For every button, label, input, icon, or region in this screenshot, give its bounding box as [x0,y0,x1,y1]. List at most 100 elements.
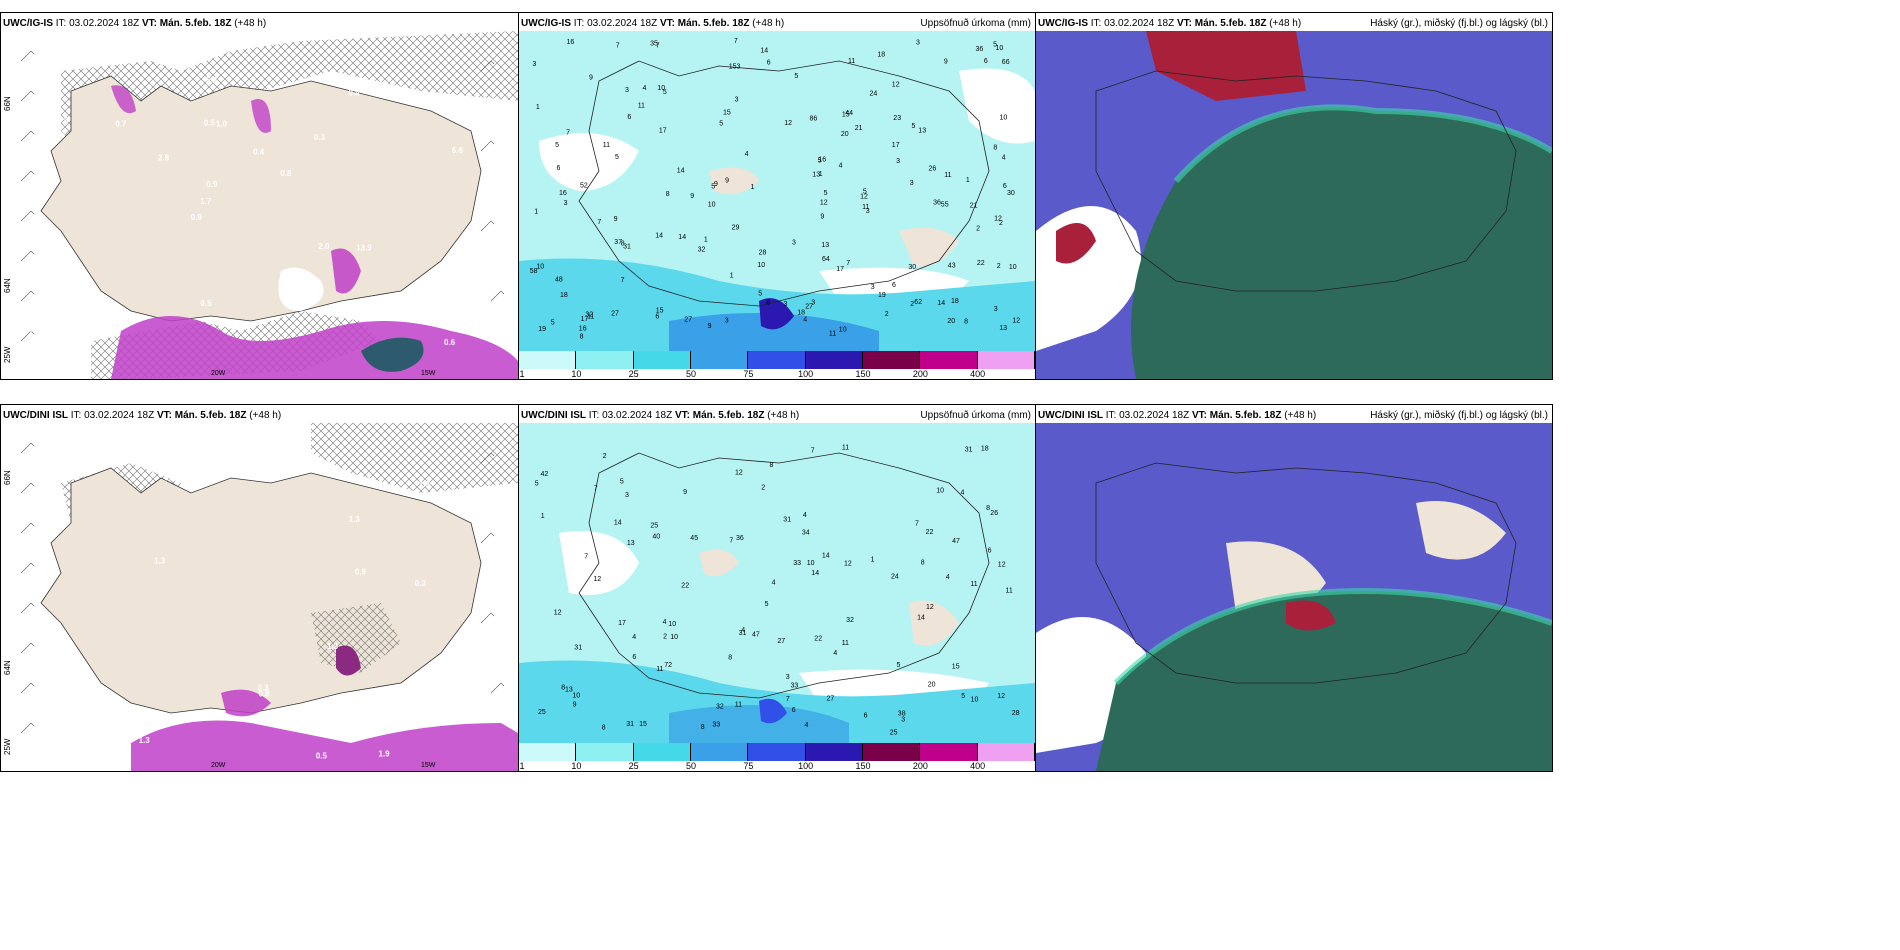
value-label: 16 [567,39,575,46]
precip-magenta [251,99,271,133]
value-label: 86 [810,116,818,123]
value-label: 5 [620,479,624,486]
value-label: 14.9 [53,116,69,125]
colorbar-cell [691,743,749,761]
land-patch [709,167,759,195]
value-label: 6 [767,60,771,67]
value-label: 0.5 [200,299,212,308]
value-label: 15 [723,110,731,117]
value-label: 13.9 [356,244,372,253]
value-label: 9 [589,74,593,81]
lat-label: 25W [3,738,12,755]
value-label: 11 [587,314,594,321]
value-label: 3 [564,200,568,207]
value-label: 10 [708,202,716,209]
value-label: 9 [690,193,694,200]
value-label: 12 [1012,317,1020,324]
value-label: 25 [538,709,546,716]
value-label: 14 [678,234,686,241]
value-label: 18 [560,292,568,299]
lat-label: 66N [3,96,12,111]
value-label: 24 [891,574,899,581]
value-label: 31 [783,516,791,523]
value-label: 21 [855,125,863,132]
value-label: 27 [684,317,692,324]
value-label: 10 [668,621,676,628]
value-label: 9 [614,216,618,223]
value-label: 25 [890,730,898,737]
value-label: 3 [735,96,739,103]
value-label: 0.3 [164,473,176,482]
colorbar: 1 10 25 50 75 100 150 200 400 [519,743,1035,771]
value-label: 6 [632,654,636,661]
value-label: 10 [839,326,847,333]
value-label: 13 [627,540,635,547]
colorbar-cell [748,743,806,761]
value-label: 10 [936,487,944,494]
value-label: 42 [541,471,549,478]
value-label: 21 [970,203,978,210]
value-label: 9 [820,214,824,221]
hatched-area [61,31,518,161]
value-label: 11 [848,58,855,65]
value-label: 34 [802,530,810,537]
value-label: 1 [534,209,538,216]
value-label: 0.4 [253,148,265,157]
value-label: 17 [618,620,626,627]
cloud-map-bottom [1036,423,1552,771]
iceland-land [40,75,482,322]
value-label: 6 [988,548,992,555]
value-label: 25 [650,523,658,530]
value-label: 8 [921,559,925,566]
value-label: 8 [666,191,670,198]
land-patch [909,600,959,646]
value-label: 3 [784,301,788,308]
value-label: 5 [615,154,619,161]
value-label: 10 [807,560,815,567]
value-label: 11 [656,666,663,673]
value-label: 11 [829,330,836,337]
value-label: 16 [818,157,826,164]
value-label: 3 [625,492,629,499]
value-label: 5 [719,121,723,128]
colorbar-tick: 100 [798,761,814,771]
panel-title: UWC/IG-IS IT: 03.02.2024 18Z VT: Mán. 5.… [521,18,785,29]
value-label: 45 [690,535,698,542]
value-label: 0.3 [314,133,326,142]
precip-magenta [331,248,361,294]
colorbar-cell [691,351,749,369]
colorbar-cell [633,351,691,369]
value-label: 8 [561,685,565,692]
value-label: 9 [683,489,687,496]
value-label: 3 [811,300,815,307]
value-label: 8 [602,725,606,732]
value-label: 7 [566,130,570,137]
value-label: 16 [579,325,587,332]
colorbar-cell [576,351,634,369]
value-label: 6 [655,313,659,320]
value-label: 12 [820,199,828,206]
lon-label: 20W [211,370,226,377]
land-patch [899,227,959,267]
panel-right-title: Uppsöfnuð úrkoma (mm) [920,410,1031,421]
value-label: 6.6 [452,146,464,155]
value-label: 5 [961,693,965,700]
value-label: 20 [947,318,955,325]
lat-label: 64N [3,660,12,675]
value-label: 2 [885,311,889,318]
panel-title: UWC/IG-IS IT: 03.02.2024 18Z VT: Mán. 5.… [3,18,267,29]
panel-right-title: Uppsöfnuð úrkoma (mm) [920,18,1031,29]
value-label: 0.8 [103,313,115,322]
value-label: 1 [751,184,755,191]
colorbar-cell [920,743,978,761]
coastline [1095,70,1517,292]
value-label: 4 [632,634,636,641]
value-label: 13 [918,127,926,134]
value-label: 1.3 [11,550,23,559]
value-label: 12 [593,576,601,583]
value-label: 2 [910,301,914,308]
value-label: 3 [786,674,790,681]
value-label: 1.0 [216,119,228,128]
value-label: 2 [997,263,1001,270]
colorbar-tick: 75 [743,761,754,771]
